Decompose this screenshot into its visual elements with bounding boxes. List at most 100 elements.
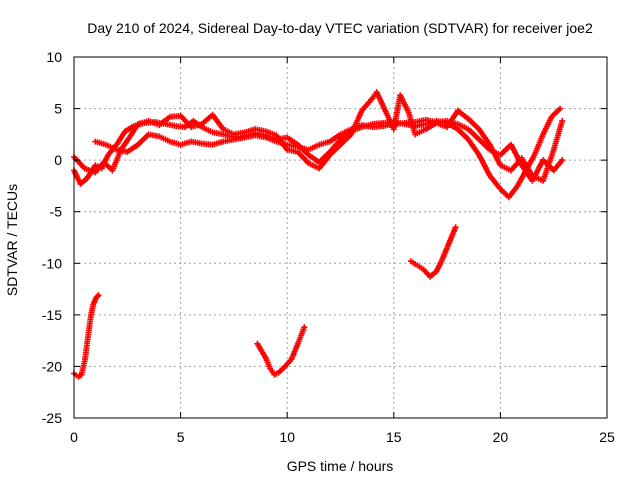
data-point	[455, 226, 457, 228]
data-point	[448, 242, 450, 244]
y-tick-label: -15	[42, 307, 62, 323]
data-point	[371, 126, 374, 128]
data-point	[175, 125, 177, 127]
data-point	[416, 264, 418, 266]
data-point	[499, 188, 501, 190]
data-point	[371, 97, 374, 99]
data-point	[128, 136, 131, 139]
data-point	[254, 128, 256, 130]
data-point	[243, 131, 246, 133]
data-point	[184, 126, 186, 128]
data-point	[94, 140, 96, 143]
data-point	[508, 196, 510, 198]
data-point	[533, 154, 536, 156]
x-tick-label: 15	[386, 429, 402, 445]
data-point	[329, 140, 331, 143]
data-point	[290, 358, 293, 360]
data-point	[88, 329, 90, 331]
data-point	[137, 123, 139, 125]
data-point	[233, 138, 235, 141]
data-point	[478, 154, 480, 156]
data-point	[192, 120, 194, 122]
data-point	[339, 133, 342, 135]
data-point	[408, 112, 410, 114]
data-point	[77, 376, 79, 378]
data-point	[489, 149, 491, 151]
x-axis-label: GPS time / hours	[287, 458, 394, 474]
data-point	[94, 164, 96, 166]
data-point	[361, 124, 363, 126]
data-point	[169, 116, 171, 118]
x-tick-label: 20	[493, 429, 509, 445]
data-point	[510, 144, 512, 146]
data-point	[158, 135, 160, 138]
y-tick-label: -25	[42, 410, 62, 426]
data-point	[90, 314, 92, 316]
series-trace-3	[92, 116, 566, 184]
data-point	[318, 161, 320, 163]
data-point	[393, 128, 395, 130]
data-point	[286, 136, 288, 139]
data-point	[542, 159, 544, 161]
data-point	[361, 110, 363, 112]
data-point	[97, 294, 100, 296]
data-point	[284, 365, 286, 368]
data-point	[516, 185, 519, 187]
data-point	[435, 121, 438, 123]
data-point	[467, 118, 470, 120]
data-point	[467, 128, 470, 130]
data-point	[553, 169, 555, 172]
data-point	[442, 257, 444, 259]
data-point	[382, 125, 384, 127]
data-point	[457, 123, 459, 125]
data-point	[211, 114, 214, 116]
data-point	[303, 326, 305, 328]
data-point	[457, 110, 459, 112]
data-point	[429, 276, 431, 278]
data-point	[307, 162, 310, 164]
data-point	[478, 128, 480, 130]
y-axis-label: SDTVAR / TECUs	[4, 184, 20, 296]
chart-title: Day 210 of 2024, Sidereal Day-to-day VTE…	[87, 20, 593, 36]
data-point	[561, 159, 563, 161]
x-tick-label: 10	[279, 429, 295, 445]
data-point	[84, 360, 86, 362]
data-point	[521, 157, 523, 159]
data-point	[457, 128, 459, 130]
data-point	[105, 144, 107, 146]
data-point	[265, 357, 267, 359]
data-point	[425, 128, 427, 130]
data-point	[297, 146, 299, 148]
data-point	[350, 128, 352, 130]
data-point	[318, 144, 320, 146]
data-point	[531, 180, 533, 182]
x-tick-label: 5	[177, 429, 185, 445]
data-point	[261, 350, 263, 352]
data-point	[116, 144, 118, 146]
data-point	[84, 167, 86, 169]
data-point	[286, 149, 288, 151]
data-point	[211, 144, 214, 146]
data-point	[553, 149, 555, 151]
x-tick-label: 25	[599, 429, 615, 445]
data-point	[329, 154, 331, 156]
data-point	[233, 133, 235, 135]
data-point	[307, 154, 310, 156]
data-point	[103, 161, 105, 163]
data-point	[414, 121, 416, 123]
data-point	[446, 120, 448, 122]
data-point	[256, 343, 258, 345]
data-point	[318, 167, 320, 169]
data-point	[180, 115, 182, 117]
data-point	[307, 149, 310, 151]
data-point	[222, 133, 224, 135]
data-point	[148, 133, 150, 135]
data-point	[169, 140, 171, 143]
data-point	[446, 126, 448, 128]
y-tick-label: -5	[50, 204, 63, 220]
y-tick-label: -10	[42, 255, 62, 271]
data-point	[275, 134, 278, 136]
data-point	[148, 120, 150, 122]
data-point	[393, 123, 395, 125]
